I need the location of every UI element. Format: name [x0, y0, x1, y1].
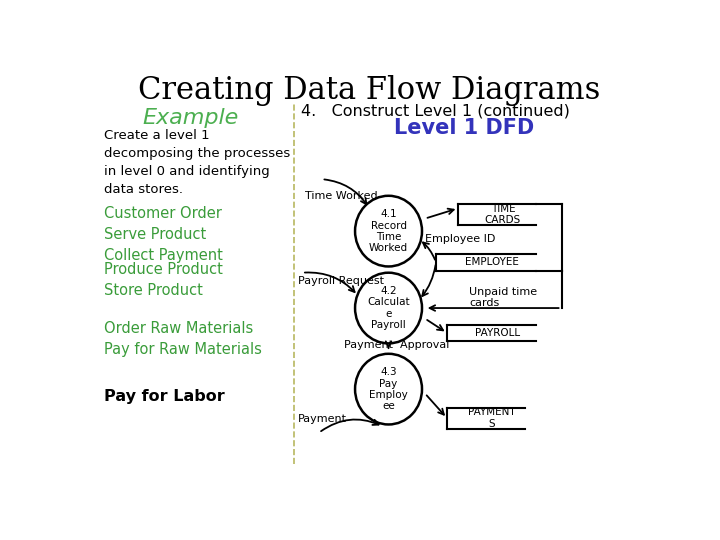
Text: Produce Product
Store Product: Produce Product Store Product — [104, 262, 222, 298]
Text: Unpaid time
cards: Unpaid time cards — [469, 287, 538, 308]
Text: Create a level 1
decomposing the processes
in level 0 and identifying
data store: Create a level 1 decomposing the process… — [104, 129, 290, 196]
Text: Pay for Labor: Pay for Labor — [104, 389, 225, 404]
Text: Example: Example — [143, 109, 238, 129]
Text: Level 1 DFD: Level 1 DFD — [394, 118, 534, 138]
Text: Payment: Payment — [297, 414, 346, 424]
Text: PAYMENT
S: PAYMENT S — [468, 407, 516, 429]
Text: Customer Order
Serve Product
Collect Payment: Customer Order Serve Product Collect Pay… — [104, 206, 222, 263]
Text: Payment  Approval: Payment Approval — [344, 340, 449, 350]
Text: 4.3
Pay
Employ
ee: 4.3 Pay Employ ee — [369, 367, 408, 411]
Text: Employee ID: Employee ID — [425, 234, 495, 244]
Text: 4.1
Record
Time
Worked: 4.1 Record Time Worked — [369, 210, 408, 253]
Text: Order Raw Materials
Pay for Raw Materials: Order Raw Materials Pay for Raw Material… — [104, 321, 262, 356]
Text: Payroll Request: Payroll Request — [297, 276, 384, 286]
Text: Time Worked: Time Worked — [305, 191, 377, 201]
Text: PAYROLL: PAYROLL — [474, 328, 520, 338]
Text: EMPLOYEE: EMPLOYEE — [465, 257, 518, 267]
Text: 4.2
Calculat
e
Payroll: 4.2 Calculat e Payroll — [367, 286, 410, 330]
Text: TIME
CARDS: TIME CARDS — [485, 204, 521, 225]
Text: Creating Data Flow Diagrams: Creating Data Flow Diagrams — [138, 75, 600, 106]
Text: 4.   Construct Level 1 (continued): 4. Construct Level 1 (continued) — [301, 103, 570, 118]
